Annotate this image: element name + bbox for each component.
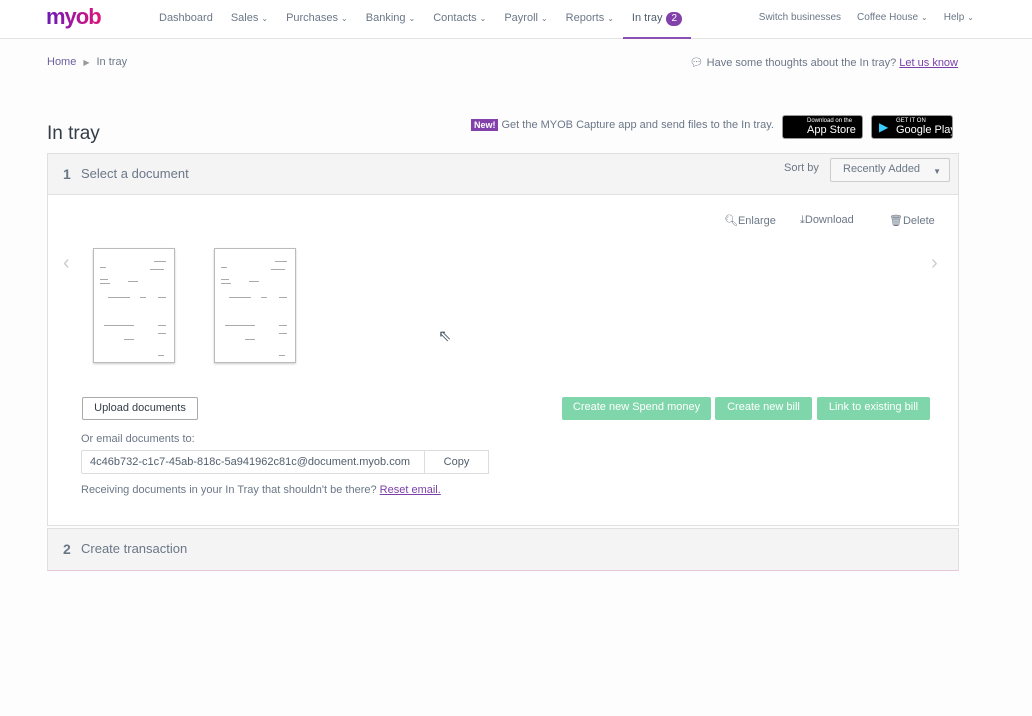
chevron-down-icon: ⌄ xyxy=(408,14,416,23)
nav-reports[interactable]: Reports ⌄ xyxy=(557,0,623,39)
link-existing-bill-button[interactable]: Link to existing bill xyxy=(817,397,930,420)
chevron-down-icon: ⌄ xyxy=(479,14,487,23)
copy-button[interactable]: Copy xyxy=(424,450,489,474)
let-us-know-link[interactable]: Let us know xyxy=(899,57,958,69)
speech-bubble-icon: 💬︎ xyxy=(689,57,704,69)
nav-label: Switch businesses xyxy=(758,12,842,23)
reset-email-notice: Receiving documents in your In Tray that… xyxy=(81,484,441,496)
new-badge: New! xyxy=(470,119,499,131)
enlarge-label: Enlarge xyxy=(737,215,776,227)
feedback: 💬︎ Have some thoughts about the In tray?… xyxy=(690,56,958,69)
chevron-down-icon: ⌄ xyxy=(967,13,974,22)
next-arrow[interactable]: › xyxy=(931,252,938,274)
breadcrumb-separator-icon: ▶ xyxy=(83,58,90,67)
breadcrumb-home[interactable]: Home xyxy=(47,56,77,68)
app-store-small: Download on the xyxy=(807,118,853,124)
create-spend-money-button[interactable]: Create new Spend money xyxy=(562,397,711,420)
document-thumbnail[interactable] xyxy=(93,248,175,363)
enlarge-button[interactable]: 🔍︎Enlarge xyxy=(724,214,776,227)
chevron-down-icon: ⌄ xyxy=(261,14,269,23)
business-menu[interactable]: Coffee House ⌄ xyxy=(849,0,936,36)
nav-label: Coffee House xyxy=(857,12,919,23)
nav-dashboard[interactable]: Dashboard xyxy=(150,0,222,39)
delete-label: Delete xyxy=(902,215,935,227)
help-menu[interactable]: Help ⌄ xyxy=(936,0,982,36)
delete-button[interactable]: 🗑︎Delete xyxy=(889,214,935,227)
step-number: 2 xyxy=(63,541,71,557)
chevron-down-icon: ⌄ xyxy=(921,13,928,22)
google-play-button[interactable]: ▶ GET IT ON Google Play xyxy=(871,115,953,139)
promo-text: Get the MYOB Capture app and send files … xyxy=(501,119,774,131)
nav-label: Reports xyxy=(565,12,605,24)
breadcrumb-current: In tray xyxy=(96,56,128,68)
sort-label: Sort by xyxy=(784,162,819,174)
nav-sales[interactable]: Sales ⌄ xyxy=(222,0,277,39)
nav-label: In tray xyxy=(631,12,663,24)
trash-icon: 🗑︎ xyxy=(889,215,903,227)
sort-value: Recently Added xyxy=(843,163,921,175)
page-title: In tray xyxy=(47,123,100,144)
download-label: Download xyxy=(804,214,854,226)
previous-arrow[interactable]: ‹ xyxy=(63,252,70,274)
nav-in-tray[interactable]: In tray 2 xyxy=(622,0,692,39)
sort-select[interactable]: Recently Added ▼ xyxy=(830,158,950,182)
app-store-label: App Store xyxy=(807,124,856,136)
mouse-cursor-icon: ⇖ xyxy=(438,328,452,345)
chevron-down-icon: ⌄ xyxy=(607,14,614,23)
email-label: Or email documents to: xyxy=(81,433,195,445)
nav-label: Dashboard xyxy=(159,12,213,24)
app-store-button[interactable]: Download on the App Store xyxy=(782,115,863,139)
zoom-icon: 🔍︎ xyxy=(724,215,738,227)
reset-email-text: Receiving documents in your In Tray that… xyxy=(81,484,377,496)
nav-label: Banking xyxy=(365,12,406,24)
download-button[interactable]: ⤓Download xyxy=(800,214,854,227)
step1-panel: 1 Select a document Sort by Recently Add… xyxy=(47,153,959,526)
nav-label: Purchases xyxy=(286,12,339,24)
chevron-down-icon: ⌄ xyxy=(540,14,548,23)
reset-email-link[interactable]: Reset email. xyxy=(379,484,441,496)
in-tray-count-badge: 2 xyxy=(666,12,683,26)
email-address-field[interactable]: 4c46b732-c1c7-45ab-818c-5a941962c81c@doc… xyxy=(81,450,425,474)
step-title: Select a document xyxy=(81,166,189,181)
step-number: 1 xyxy=(63,166,71,182)
nav-payroll[interactable]: Payroll ⌄ xyxy=(495,0,556,39)
nav-purchases[interactable]: Purchases ⌄ xyxy=(277,0,357,39)
step1-header: 1 Select a document Sort by Recently Add… xyxy=(48,154,958,195)
nav-label: Sales xyxy=(230,12,259,24)
google-play-label: Google Play xyxy=(896,124,953,136)
promo: New! Get the MYOB Capture app and send fi… xyxy=(470,119,774,131)
upload-documents-button[interactable]: Upload documents xyxy=(82,397,198,420)
myob-logo[interactable]: myob xyxy=(46,4,102,29)
step2-panel[interactable]: 2 Create transaction xyxy=(47,528,959,571)
nav-label: Contacts xyxy=(433,12,477,24)
nav-contacts[interactable]: Contacts ⌄ xyxy=(424,0,495,39)
breadcrumb: Home ▶ In tray xyxy=(47,56,127,68)
create-bill-button[interactable]: Create new bill xyxy=(715,397,812,420)
top-nav: myob Dashboard Sales ⌄ Purchases ⌄ Banking… xyxy=(0,0,1032,39)
caret-down-icon: ▼ xyxy=(933,167,941,176)
download-icon: ⤓ xyxy=(800,214,805,226)
feedback-text: Have some thoughts about the In tray? xyxy=(706,57,897,69)
nav-label: Payroll xyxy=(504,12,538,24)
google-play-small: GET IT ON xyxy=(896,118,926,124)
google-play-icon: ▶ xyxy=(879,120,889,134)
nav-label: Help xyxy=(943,12,965,23)
document-thumbnail[interactable] xyxy=(214,248,296,363)
switch-businesses-link[interactable]: Switch businesses xyxy=(751,0,849,36)
nav-banking[interactable]: Banking ⌄ xyxy=(357,0,424,39)
chevron-down-icon: ⌄ xyxy=(341,14,348,23)
step-title: Create transaction xyxy=(81,541,188,556)
